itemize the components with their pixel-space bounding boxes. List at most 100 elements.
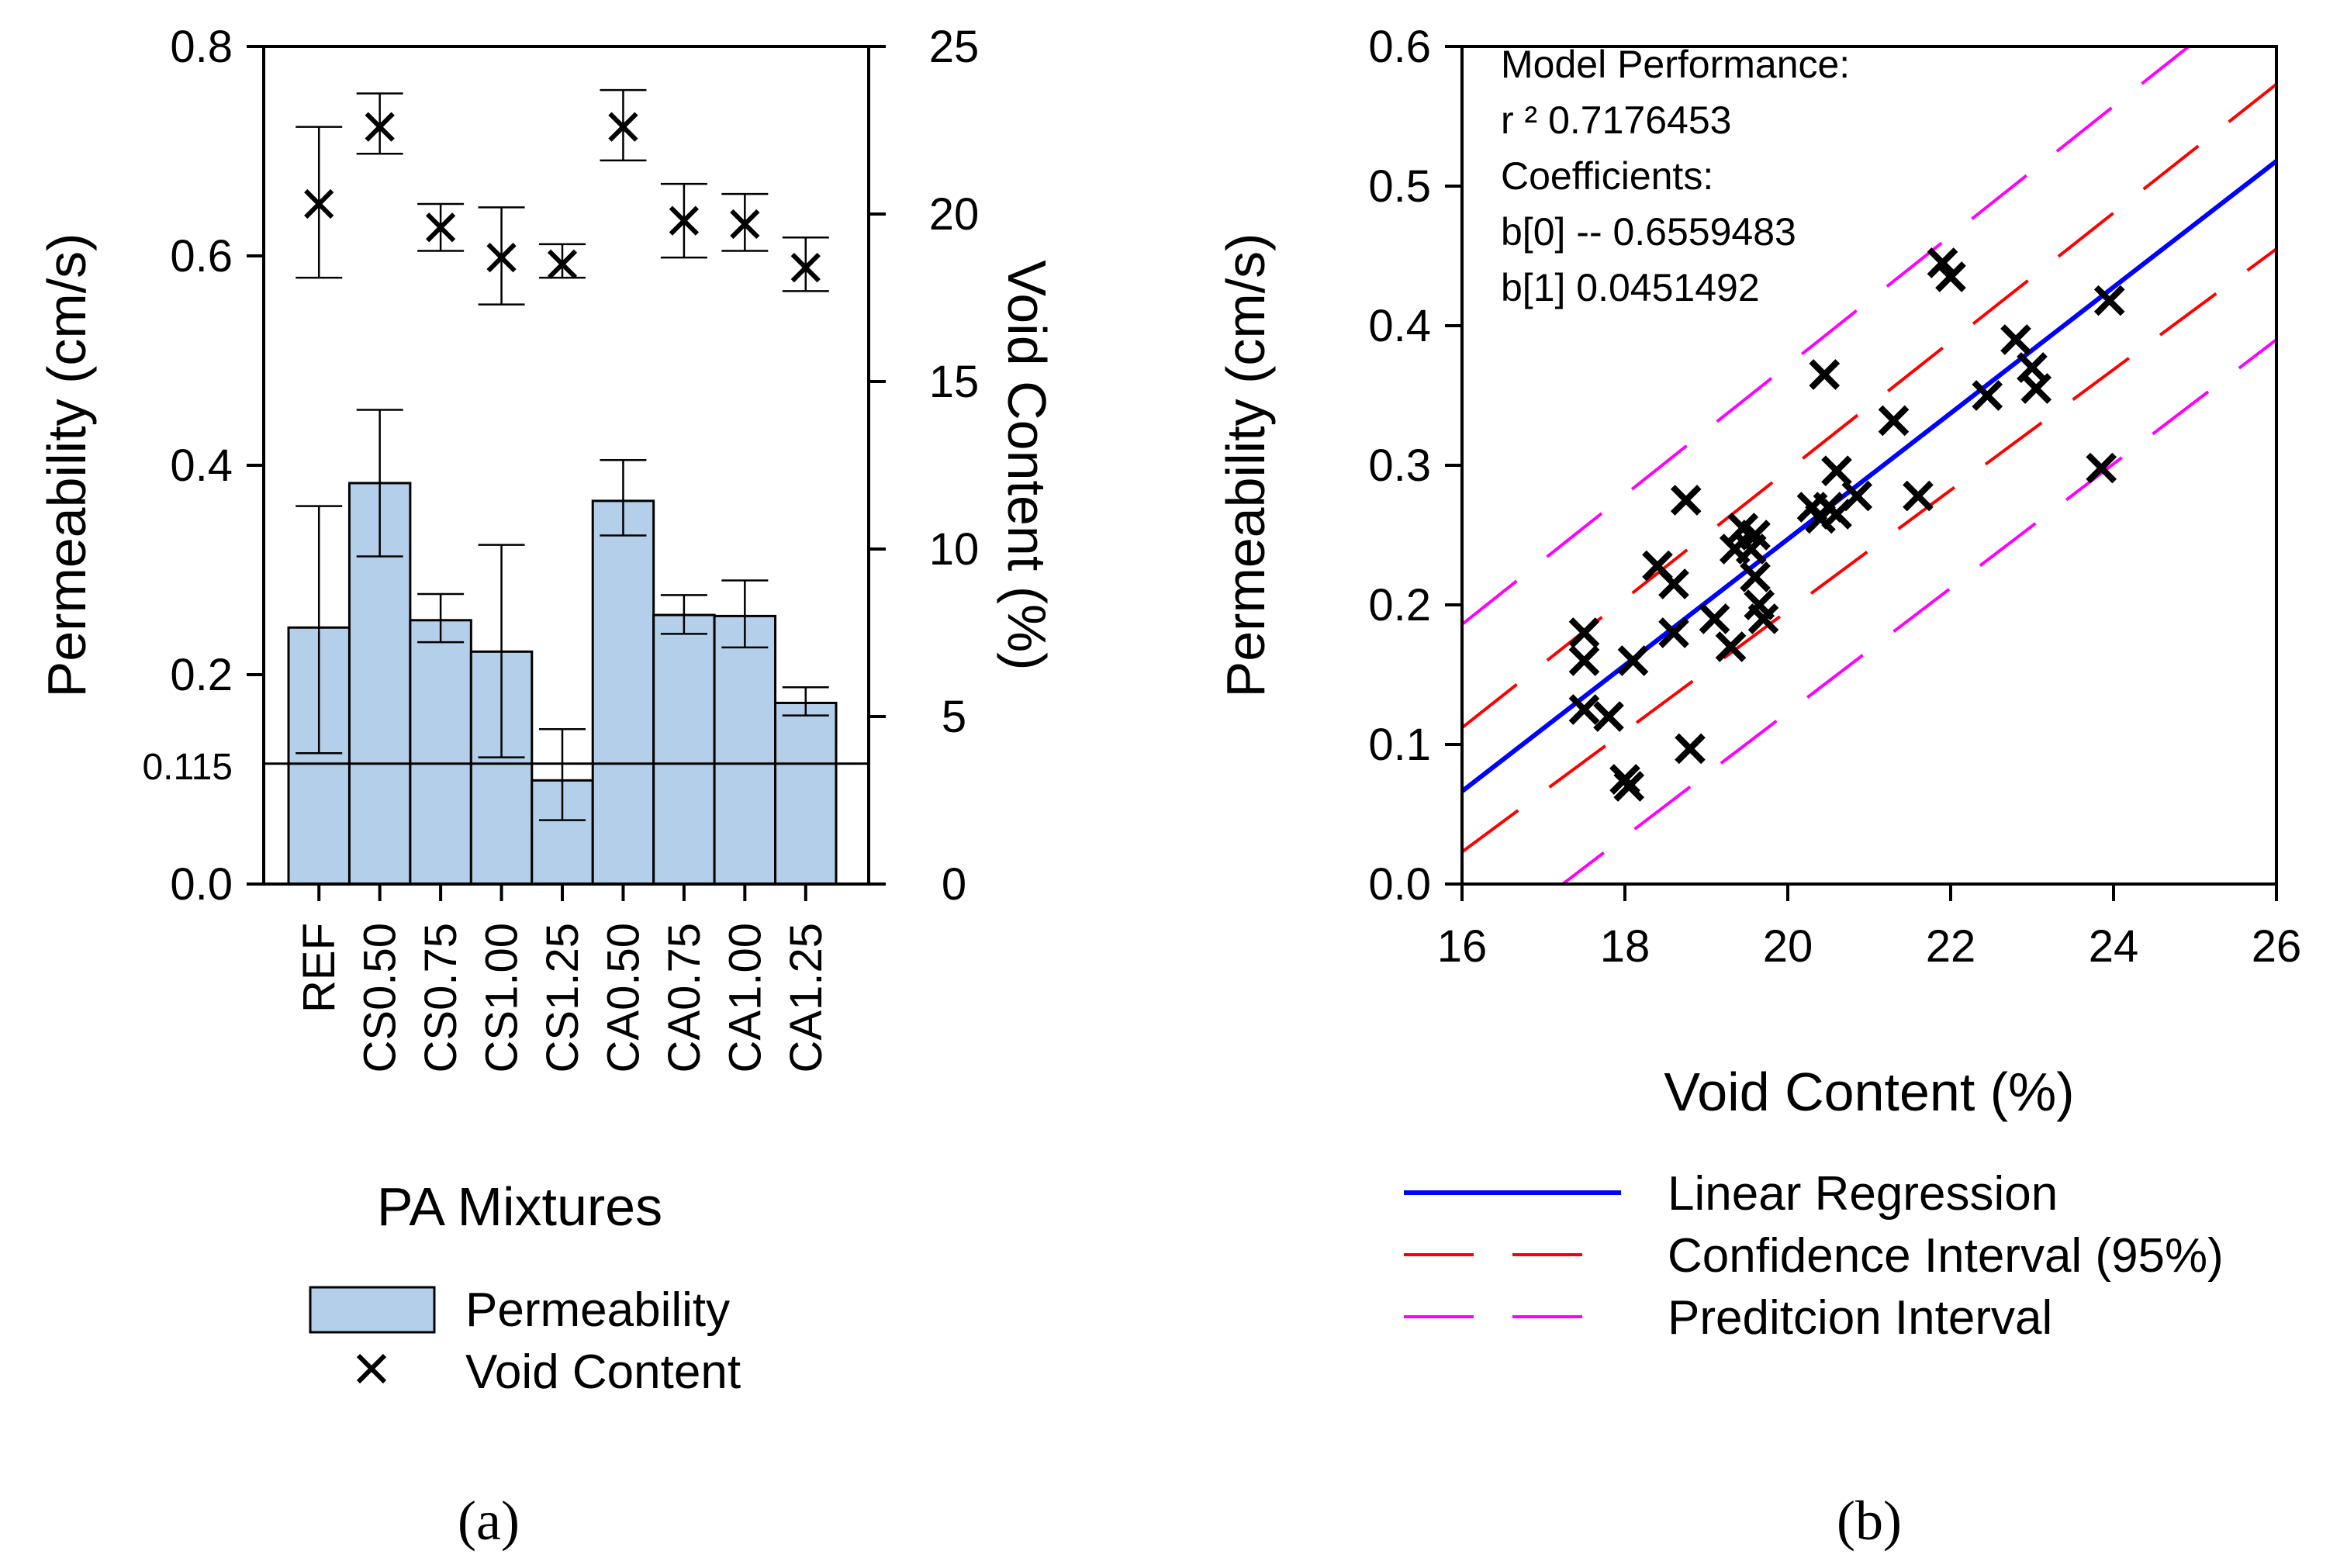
permeability-bar-8	[774, 701, 838, 886]
reference-line-group: 0.115	[142, 747, 869, 788]
right-tick-label-5: 25	[929, 22, 980, 72]
scatter-points	[1568, 247, 2125, 802]
void-content-marker-7-stroke-2	[730, 209, 760, 240]
data-point-13	[1715, 631, 1747, 662]
data-point-1	[1568, 645, 1600, 676]
void-content-marker-6-stroke-2	[669, 205, 700, 236]
data-point-8-stroke-2	[1658, 617, 1689, 648]
reference-line-label: 0.115	[142, 747, 233, 788]
left-tick-label-3: 0.6	[170, 231, 233, 281]
permeability-bars	[287, 482, 838, 886]
data-point-17-stroke-2	[1740, 520, 1771, 551]
right-tick-label-3: 15	[929, 357, 980, 407]
void-content-marker-1-stroke-2	[365, 112, 395, 142]
x-axis-ticks-b: 16 18 20 22 24 26	[1437, 884, 2302, 972]
data-point-31-stroke-2	[1935, 261, 1966, 292]
b-x-tick-label-1: 18	[1600, 921, 1651, 972]
data-point-10-stroke-2	[1670, 485, 1702, 516]
confidence-interval-lower	[1462, 247, 2276, 854]
data-point-11	[1675, 733, 1706, 765]
b-y-tick-label-3: 0.3	[1368, 440, 1431, 491]
void-content-marker-3-stroke-2	[486, 243, 517, 273]
permeability-error-bar-2	[417, 592, 465, 644]
annotation-line-4: b[0] -- 0.6559483	[1501, 210, 1796, 254]
data-point-37-stroke-2	[2093, 285, 2125, 316]
permeability-bar-5	[591, 499, 655, 886]
category-label-5: CA0.50	[598, 923, 648, 1072]
prediction-interval-upper	[1462, 47, 2192, 626]
data-point-0	[1568, 617, 1600, 648]
category-label-0: REF	[294, 923, 344, 1013]
void-content-marker-5	[608, 112, 638, 142]
left-y-axis-ticks: 0.0 0.2 0.4 0.6 0.8	[170, 22, 264, 910]
permeability-bar-2	[409, 619, 472, 886]
void-content-marker-2-stroke-2	[425, 212, 456, 243]
data-point-9	[1658, 568, 1689, 599]
void-content-marker-6	[669, 205, 700, 236]
b-y-tick-label-5: 0.5	[1368, 161, 1431, 212]
legend-marker-void	[356, 1353, 387, 1384]
void-content-marker-0	[304, 188, 334, 219]
data-point-35	[2020, 373, 2052, 404]
permeability-error-bar-6	[660, 594, 707, 635]
data-point-36	[2086, 452, 2117, 484]
data-point-2-stroke-2	[1568, 694, 1600, 725]
data-point-27	[1841, 480, 1873, 512]
data-point-23-stroke-2	[1809, 359, 1841, 390]
data-point-18-stroke-2	[1740, 561, 1771, 592]
data-point-32	[1972, 380, 2003, 411]
category-label-2: CS0.75	[416, 923, 466, 1072]
permeability-bar-6	[652, 613, 716, 886]
b-x-tick-label-2: 20	[1763, 921, 1813, 972]
data-point-26	[1821, 455, 1852, 487]
left-tick-label-2: 0.4	[170, 440, 233, 491]
legend-swatch-permeability	[309, 1286, 436, 1334]
left-tick-label-1: 0.2	[170, 650, 233, 700]
legend-label-permeability: Permeability	[465, 1283, 730, 1337]
data-point-10	[1670, 485, 1702, 516]
void-error-bar-4	[539, 243, 586, 279]
category-axis-labels: REF CS0.50 CS0.75 CS1.00 CS1.25 CA0.50 CA0.75 C…	[294, 884, 831, 1072]
prediction-interval-lower	[1560, 338, 2276, 884]
data-point-1-stroke-2	[1568, 645, 1600, 676]
b-y-tick-label-2: 0.2	[1368, 580, 1431, 630]
b-x-tick-label-5: 26	[2252, 921, 2302, 972]
legend-label-regression: Linear Regression	[1668, 1167, 2058, 1221]
data-point-35-stroke-2	[2020, 373, 2052, 404]
data-point-12	[1699, 603, 1730, 634]
category-label-6: CA0.75	[659, 923, 710, 1072]
void-content-marker-0-stroke-2	[304, 188, 334, 219]
data-point-33	[2000, 324, 2031, 355]
data-point-8	[1658, 617, 1689, 648]
b-x-tick-label-3: 22	[1926, 921, 1976, 972]
panel-b-scatter-chart: 0.0 0.1 0.2 0.3 0.4 0.5 0.6 16 18 20 22 24 26 Model…	[1215, 22, 2302, 1552]
data-point-28	[1878, 405, 1910, 437]
legend-label-void: Void Content	[465, 1345, 741, 1399]
permeability-error-bar-1	[356, 409, 403, 558]
void-content-marker-7	[730, 209, 760, 240]
void-content-markers	[296, 88, 829, 306]
data-point-15-stroke-2	[1727, 513, 1759, 544]
data-point-7-stroke-2	[1642, 550, 1673, 582]
permeability-error-bar-8	[782, 686, 829, 717]
legend-a: Permeability Void Content	[309, 1283, 741, 1399]
data-point-11-stroke-2	[1675, 733, 1706, 765]
panel-caption-a: (a)	[458, 1490, 520, 1552]
left-tick-label-4: 0.8	[170, 22, 233, 72]
annotation-line-1: Model Performance:	[1501, 43, 1850, 86]
void-content-marker-5-stroke-2	[608, 112, 638, 142]
data-point-19-stroke-2	[1744, 589, 1775, 620]
data-point-6-stroke-2	[1617, 645, 1649, 676]
data-point-9-stroke-2	[1658, 568, 1689, 599]
data-point-33-stroke-2	[2000, 324, 2031, 355]
right-tick-label-4: 20	[929, 189, 980, 240]
y-axis-title-left: Permeability (cm/s)	[36, 233, 97, 698]
data-point-27-stroke-2	[1841, 480, 1873, 512]
permeability-error-bar-7	[721, 579, 769, 649]
annotation-line-3: Coefficients:	[1501, 154, 1713, 198]
category-label-8: CA1.25	[781, 923, 831, 1072]
panel-caption-b: (b)	[1837, 1490, 1902, 1552]
void-content-marker-2	[425, 212, 456, 243]
